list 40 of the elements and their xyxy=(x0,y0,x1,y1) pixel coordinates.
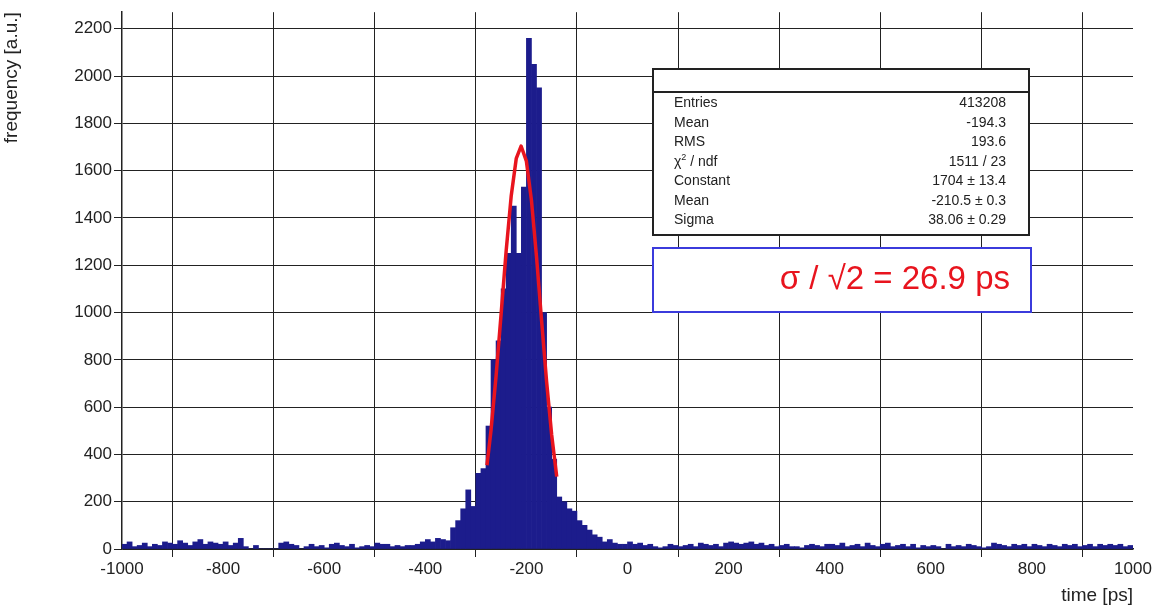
annotation: RMS xyxy=(674,132,706,151)
x-tick-label: 600 xyxy=(916,558,945,578)
y-tick-label: 0 xyxy=(102,538,112,558)
annotation: Constant xyxy=(674,171,731,190)
x-tick-label: 200 xyxy=(714,558,743,578)
annotation: 1704 ± 13.4 xyxy=(932,171,1006,190)
y-tick-label: 2000 xyxy=(74,65,112,85)
annotation: 193.6 xyxy=(970,132,1006,151)
annotation: Mean xyxy=(674,112,710,132)
y-tick-label: 200 xyxy=(83,491,112,511)
annotation: 413208 xyxy=(959,93,1006,112)
y-tick-label: 1000 xyxy=(74,302,112,322)
y-tick-label: 1600 xyxy=(74,160,112,180)
annotation: Sigma xyxy=(674,210,714,229)
x-tick-label: 1000 xyxy=(1114,558,1152,578)
y-tick-label: 1400 xyxy=(74,207,112,227)
x-tick-label: 800 xyxy=(1017,558,1047,578)
y-tick-label: 1800 xyxy=(74,113,112,133)
annotation: 1511 / 23 xyxy=(948,151,1006,171)
y-axis-title: frequency [a.u.] xyxy=(0,12,21,144)
y-tick-label: 600 xyxy=(83,396,112,416)
annotation: Mean xyxy=(674,190,710,210)
y-tick-label: 1200 xyxy=(74,254,112,274)
x-tick-label: 0 xyxy=(622,558,633,578)
y-tick-label: 400 xyxy=(83,444,112,464)
x-tick-label: -1000 xyxy=(100,558,144,578)
annotation: 38.06 ± 0.29 xyxy=(928,210,1006,229)
x-tick-label: -600 xyxy=(307,558,342,578)
x-tick-label: -800 xyxy=(206,558,241,578)
annotation: -194.3 xyxy=(966,112,1006,132)
result-box: σ / √2 = 26.9 ps xyxy=(652,247,1032,313)
y-tick-label: 2200 xyxy=(74,18,112,38)
annotation: Entries xyxy=(674,93,718,112)
y-tick-label: 800 xyxy=(83,349,112,369)
x-tick-label: -400 xyxy=(408,558,443,578)
annotation: χ$^{2}$ / ndf xyxy=(674,151,718,171)
x-tick-label: -200 xyxy=(509,558,544,578)
x-tick-label: 400 xyxy=(815,558,844,578)
annotation: -210.5 ± 0.3 xyxy=(931,190,1006,210)
x-axis-title: time [ps] xyxy=(1061,583,1133,605)
